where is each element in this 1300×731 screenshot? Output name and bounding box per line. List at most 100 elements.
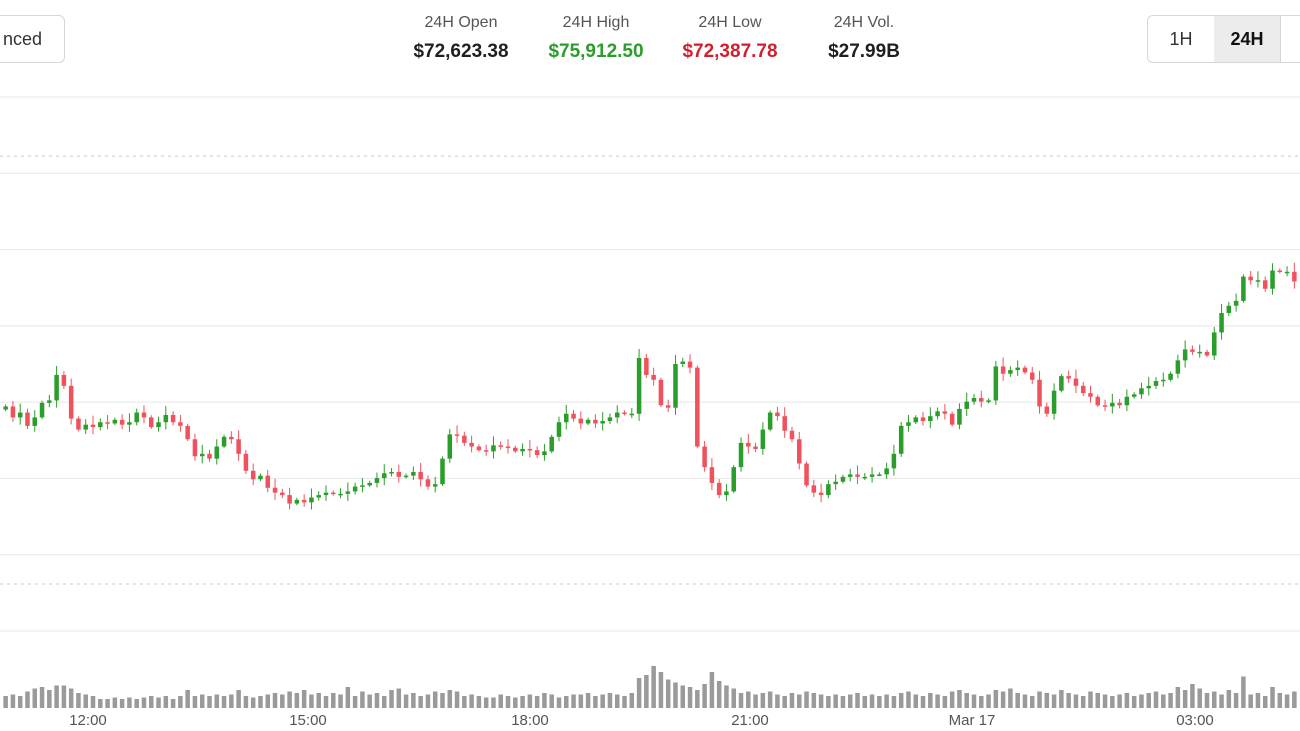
stat-value: $75,912.50 (548, 41, 644, 62)
candle-body (855, 474, 860, 477)
range-1h-button[interactable]: 1H (1169, 28, 1193, 49)
stat-24h-low: 24H Low $72,387.78 (665, 14, 795, 63)
volume-bar (389, 690, 394, 708)
candle-body (1066, 376, 1071, 379)
candle-body (636, 357, 642, 414)
candle-body (1146, 385, 1151, 389)
candle-body (804, 463, 809, 486)
candle-body (1015, 367, 1020, 371)
x-axis-tick-label: 18:00 (511, 712, 549, 729)
volume-bar (134, 699, 139, 708)
candle-body (571, 413, 576, 419)
volume-bar (476, 696, 482, 708)
candle-body (695, 367, 700, 447)
volume-bar (534, 696, 540, 708)
time-range-selector: 1H 24H (1147, 15, 1300, 63)
candle-body (1226, 305, 1232, 314)
range-more-button[interactable] (1280, 16, 1300, 62)
volume-bar (1029, 696, 1035, 708)
stat-label: 24H High (562, 14, 630, 31)
volume-bar (39, 687, 45, 708)
volume-bar (884, 694, 889, 708)
candle-body (10, 406, 16, 418)
candle-body (505, 446, 511, 449)
volume-bar (1212, 691, 1217, 708)
volume-bar (622, 696, 627, 708)
candle-body (170, 414, 176, 423)
volume-bar (1051, 694, 1057, 708)
candle-body (1277, 270, 1283, 273)
candle-body (1080, 385, 1086, 394)
candle-body (323, 492, 329, 496)
candle-body (1262, 280, 1268, 289)
candle-body (491, 445, 496, 452)
candle-body (462, 435, 467, 443)
candle-body (381, 473, 387, 479)
candle-body (1139, 388, 1144, 395)
volume-bar (1284, 694, 1290, 708)
candle-body (127, 422, 132, 425)
candle-body (403, 475, 409, 478)
volume-bar (199, 694, 205, 708)
candle-body (389, 472, 394, 474)
volume-bar (316, 693, 321, 708)
advanced-button[interactable]: nced (0, 15, 65, 63)
volume-bar (272, 693, 278, 708)
volume-bar (1139, 694, 1144, 708)
x-axis-tick-label: Mar 17 (949, 712, 996, 729)
volume-bar (979, 696, 984, 708)
candle-body (272, 487, 278, 493)
candle-body (680, 361, 686, 364)
volume-bar (221, 696, 227, 708)
volume-bar (1102, 694, 1108, 708)
volume-bar (265, 694, 271, 708)
volume-bar (207, 696, 212, 708)
volume-bar (258, 696, 263, 708)
volume-bar (949, 691, 955, 708)
volume-bar (826, 696, 831, 708)
candle-body (440, 458, 445, 485)
volume-bar (549, 694, 554, 708)
candle-body (1241, 276, 1246, 301)
candle-body (112, 419, 118, 424)
candle-body (1190, 349, 1195, 352)
range-24h-button[interactable]: 24H (1214, 16, 1280, 62)
stat-24h-high: 24H High $75,912.50 (531, 14, 661, 63)
candle-body (877, 474, 882, 476)
candle-body (1044, 406, 1050, 414)
candle-body (199, 453, 205, 457)
candle-body (920, 417, 926, 422)
candle-body (3, 406, 8, 410)
volume-bar (112, 697, 118, 708)
candle-body (898, 425, 904, 454)
volume-bar (520, 696, 525, 708)
volume-bar (1146, 693, 1151, 708)
candle-body (498, 445, 503, 447)
candle-body (906, 422, 911, 426)
candle-body (1110, 402, 1115, 407)
volume-bar (250, 697, 256, 708)
volume-bar (411, 693, 416, 708)
candle-body (141, 412, 147, 418)
volume-bar (993, 690, 999, 708)
volume-bar (869, 694, 875, 708)
volume-bar (578, 694, 584, 708)
candle-body (986, 400, 991, 402)
candle-body (418, 472, 423, 480)
candle-body (280, 492, 285, 496)
volume-bar (243, 696, 249, 708)
volume-bar (513, 697, 518, 708)
volume-bar (374, 693, 380, 708)
candle-body (949, 413, 955, 425)
candle-body (1051, 390, 1057, 414)
volume-bar (1095, 693, 1101, 708)
candle-body (163, 414, 169, 423)
candle-body (847, 474, 853, 477)
candle-body (928, 416, 933, 422)
candle-body (979, 397, 984, 402)
x-axis-tick-label: 03:00 (1176, 712, 1214, 729)
candle-body (1233, 300, 1239, 306)
volume-bar (1270, 687, 1275, 708)
volume-bar (877, 696, 882, 708)
